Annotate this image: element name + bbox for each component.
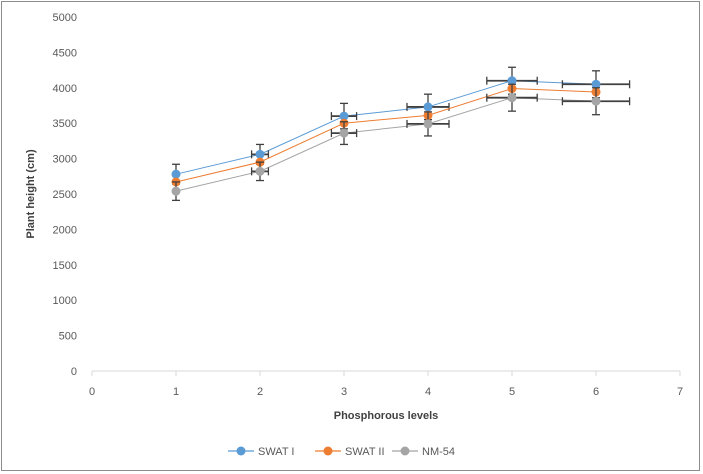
y-axis-title: Plant height (cm) xyxy=(25,149,37,239)
data-point xyxy=(507,93,517,103)
series-line xyxy=(175,80,597,175)
y-tick-label: 3000 xyxy=(53,154,77,166)
x-axis-title: Phosphorous levels xyxy=(334,410,439,422)
series-2 xyxy=(171,84,601,187)
data-point xyxy=(423,119,433,129)
x-tick-label: 7 xyxy=(677,386,683,398)
data-point xyxy=(171,169,181,179)
x-tick-label: 5 xyxy=(509,386,515,398)
legend-item: NM-54 xyxy=(392,446,455,458)
x-tick-label: 6 xyxy=(593,386,599,398)
x-tick-label: 3 xyxy=(341,386,347,398)
y-tick-label: 0 xyxy=(71,366,77,378)
data-point xyxy=(255,166,265,176)
x-tick-label: 4 xyxy=(425,386,431,398)
data-point xyxy=(255,149,265,159)
y-tick-label: 1500 xyxy=(53,260,77,272)
y-tick-label: 2500 xyxy=(53,189,77,201)
x-axis-ticks: 0 1 2 3 4 5 6 7 xyxy=(89,386,683,398)
y-tick-label: 5000 xyxy=(53,12,77,24)
x-tick-label: 1 xyxy=(173,386,179,398)
legend-marker xyxy=(400,446,410,456)
data-point xyxy=(507,76,517,86)
data-point xyxy=(171,186,181,196)
y-tick-label: 4500 xyxy=(53,47,77,59)
legend-label: NM-54 xyxy=(422,446,455,458)
y-tick-label: 500 xyxy=(59,331,77,343)
y-tick-label: 3500 xyxy=(53,118,77,130)
x-axis-tick-marks xyxy=(91,371,681,376)
y-tick-label: 4000 xyxy=(53,83,77,95)
legend-marker xyxy=(236,446,246,456)
data-point xyxy=(339,128,349,138)
series-layer xyxy=(171,66,631,202)
x-tick-label: 2 xyxy=(257,386,263,398)
y-axis-ticks: 0 500 1000 1500 2000 2500 3000 3500 4000 4500 5000 xyxy=(53,12,77,378)
data-point xyxy=(339,111,349,121)
legend-label: SWAT I xyxy=(258,446,294,458)
legend: SWAT I SWAT II NM-54 xyxy=(228,446,455,458)
y-tick-label: 2000 xyxy=(53,224,77,236)
legend-item: SWAT II xyxy=(315,446,385,458)
y-tick-label: 1000 xyxy=(53,295,77,307)
data-point xyxy=(591,96,601,106)
legend-marker xyxy=(323,446,333,456)
series-line xyxy=(175,88,597,183)
x-tick-label: 0 xyxy=(89,386,95,398)
series-3 xyxy=(171,83,631,202)
legend-item: SWAT I xyxy=(228,446,294,458)
data-point xyxy=(591,79,601,89)
data-point xyxy=(423,102,433,112)
legend-label: SWAT II xyxy=(345,446,385,458)
